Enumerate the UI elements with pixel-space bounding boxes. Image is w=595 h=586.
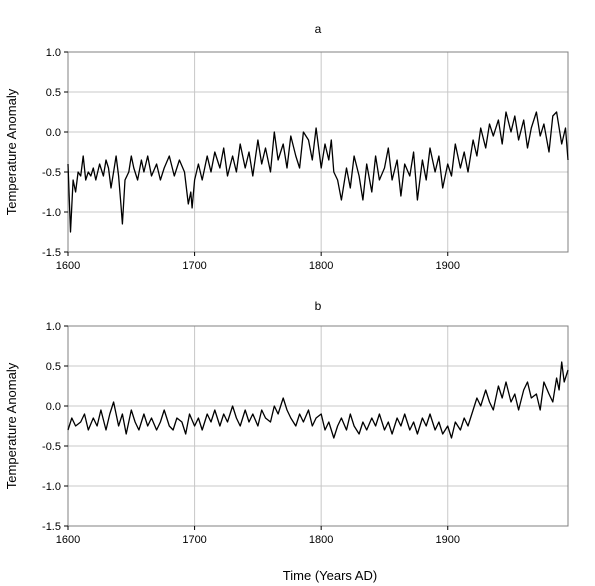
- plot-frame: [67, 325, 569, 527]
- x-axis-label: Time (Years AD): [283, 568, 377, 583]
- x-tick-label: 1600: [56, 534, 80, 546]
- y-axis-label: Temperature Anomaly: [4, 362, 19, 489]
- x-tick-label: 1800: [309, 534, 333, 546]
- x-tick-label: 1600: [56, 260, 80, 272]
- x-tick-label: 1900: [436, 534, 460, 546]
- x-tick-label: 1700: [182, 534, 206, 546]
- panel-title: a: [315, 22, 322, 36]
- y-tick-label: 0.0: [46, 127, 61, 139]
- y-tick-label: -1.0: [42, 481, 61, 493]
- y-tick-label: 0.5: [46, 87, 61, 99]
- y-tick-label: -1.5: [42, 521, 61, 533]
- y-tick-label: -1.5: [42, 247, 61, 259]
- y-tick-label: 1.0: [46, 47, 61, 59]
- x-tick-label: 1700: [182, 260, 206, 272]
- series-line: [67, 111, 569, 233]
- y-axis-label: Temperature Anomaly: [4, 88, 19, 215]
- series-line: [67, 361, 569, 439]
- y-tick-label: 0.0: [46, 401, 61, 413]
- y-tick-label: -0.5: [42, 167, 61, 179]
- plot-frame: [67, 51, 569, 253]
- panel-title: b: [315, 299, 322, 313]
- x-tick-label: 1900: [436, 260, 460, 272]
- y-tick-label: 1.0: [46, 321, 61, 333]
- y-tick-label: -1.0: [42, 207, 61, 219]
- x-tick-label: 1800: [309, 260, 333, 272]
- y-tick-label: -0.5: [42, 441, 61, 453]
- y-tick-label: 0.5: [46, 361, 61, 373]
